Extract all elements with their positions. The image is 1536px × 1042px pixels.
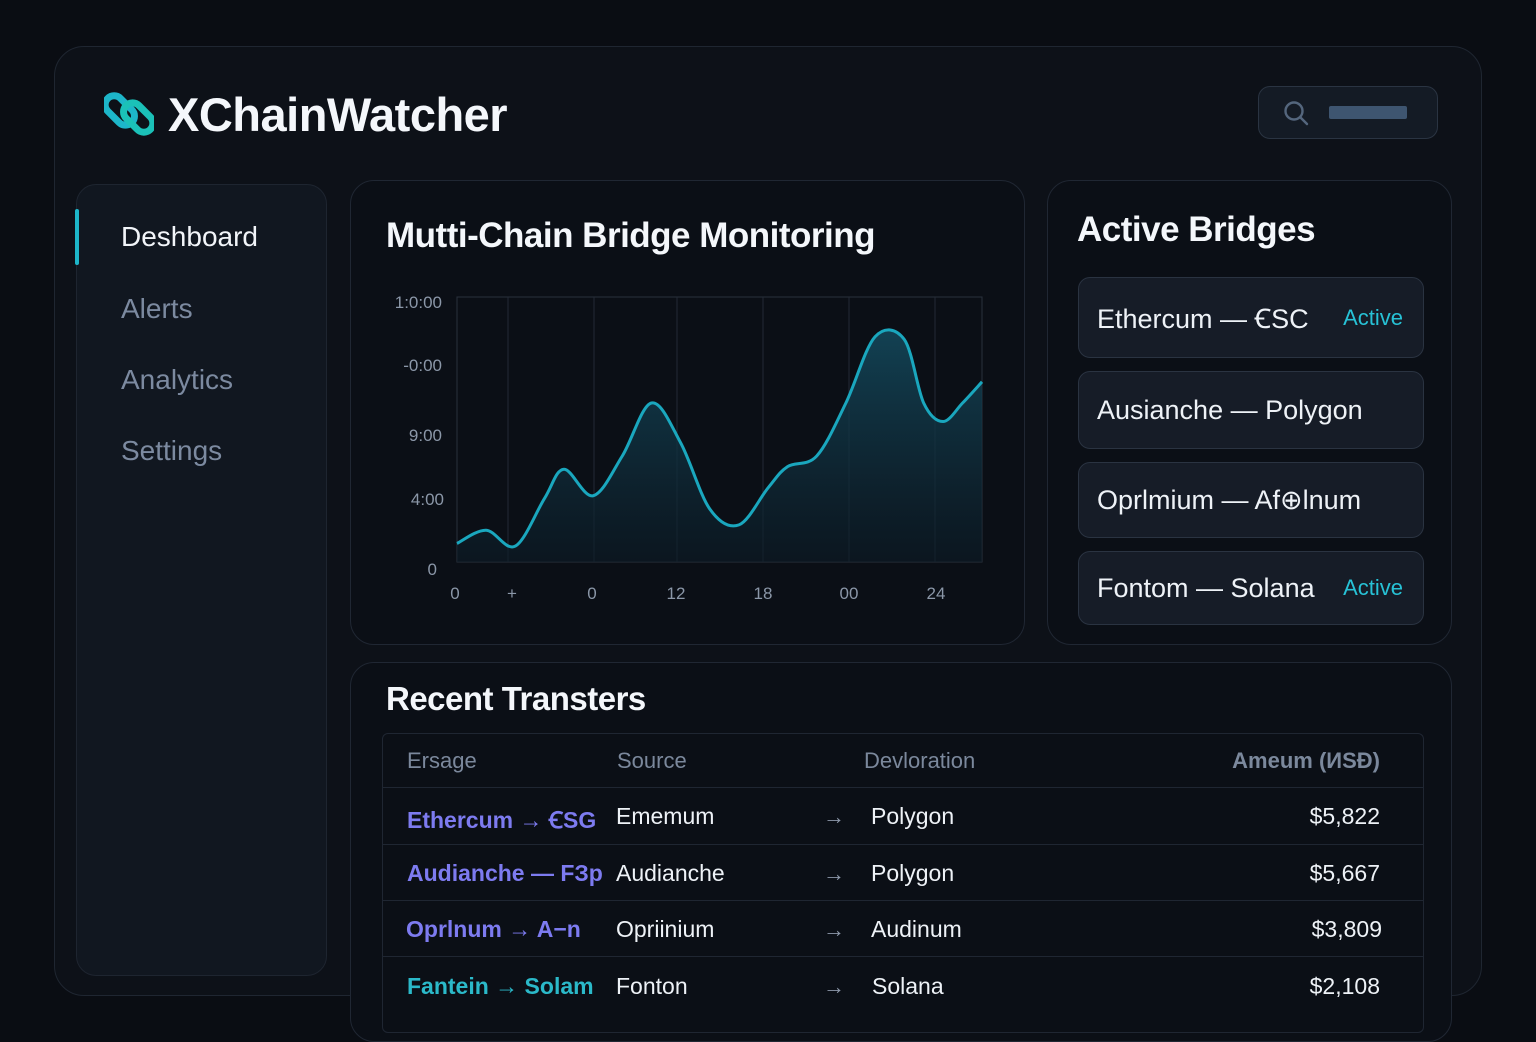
- column-header-amount[interactable]: Ameum (ИЅĐ): [1232, 748, 1380, 773]
- transfer-pair[interactable]: Audianche — FЗp: [407, 860, 603, 886]
- search-box[interactable]: [1258, 86, 1438, 139]
- search-input-placeholder[interactable]: [1329, 106, 1407, 119]
- bridge-name: Ausianche — Polygon: [1097, 394, 1363, 425]
- arrow-right-icon: →: [823, 804, 845, 829]
- sidebar-item-alerts[interactable]: Alerts: [76, 281, 326, 337]
- active-bridges-title: Active Bridges: [1077, 210, 1316, 249]
- transfer-source: Ememum: [616, 803, 715, 829]
- transfer-pair[interactable]: Fantein → Solam: [407, 973, 594, 999]
- link-chain-icon: [104, 92, 154, 136]
- brand-logo[interactable]: XChainWatcher: [104, 86, 508, 142]
- transfer-amount: $2,108: [1309, 973, 1380, 999]
- row-divider: [383, 900, 1423, 901]
- bridge-item[interactable]: Fontom — Solana Active: [1078, 551, 1424, 625]
- arrow-right-icon: →: [823, 861, 845, 886]
- arrow-right-icon: →: [823, 974, 845, 999]
- transfer-source: Opriinium: [616, 916, 715, 942]
- app-name: XChainWatcher: [168, 87, 508, 141]
- sidebar-item-label: Analytics: [121, 364, 234, 395]
- sidebar-item-dashboard[interactable]: Deshboard: [75, 209, 326, 265]
- transfer-amount: $3,809: [1311, 916, 1382, 942]
- column-header-source[interactable]: Source: [617, 748, 687, 773]
- recent-transfers-title: Recent Transters: [386, 680, 646, 717]
- transfer-destination: Audinum: [871, 916, 962, 942]
- transfer-amount: $5,822: [1309, 803, 1380, 829]
- search-icon: [1284, 100, 1309, 125]
- sidebar-item-label: Settings: [121, 435, 223, 466]
- sidebar-item-label: Alerts: [121, 293, 193, 324]
- bridge-item[interactable]: Ethercum — ꞒSC Active: [1078, 277, 1424, 358]
- monitoring-title: Mutti-Chain Bridge Monitoring: [386, 216, 876, 255]
- bridge-name: Fontom — Solana: [1097, 572, 1315, 603]
- sidebar-item-settings[interactable]: Settings: [76, 423, 326, 479]
- column-header-pair[interactable]: Ersage: [407, 748, 477, 773]
- recent-transfers-card: [350, 662, 1452, 1042]
- arrow-right-icon: →: [823, 917, 845, 942]
- sidebar-item-analytics[interactable]: Analytics: [76, 352, 326, 408]
- transfer-source: Audianche: [616, 860, 725, 886]
- column-header-destination[interactable]: Devloration: [864, 748, 976, 773]
- bridge-name: Oprlmium — Af⊕lnum: [1097, 484, 1362, 515]
- status-badge: Active: [1343, 304, 1403, 330]
- transfer-amount: $5,667: [1309, 860, 1380, 886]
- row-divider: [383, 787, 1423, 788]
- transfer-pair[interactable]: Oprlnum → A−n: [406, 916, 581, 942]
- sidebar-item-label: Deshboard: [121, 221, 258, 252]
- bridge-name: Ethercum — ꞒSC: [1097, 304, 1309, 334]
- transfer-destination: Solana: [872, 973, 944, 999]
- transfer-source: Fonton: [616, 973, 688, 999]
- bridge-item[interactable]: Ausianche — Polygon: [1078, 371, 1424, 449]
- transfer-pair[interactable]: Ethercum → ꞒSG: [407, 807, 597, 833]
- bridge-item[interactable]: Oprlmium — Af⊕lnum: [1078, 462, 1424, 538]
- status-badge: Active: [1343, 575, 1403, 600]
- sidebar: [76, 184, 327, 976]
- transfer-destination: Polygon: [871, 803, 955, 829]
- row-divider: [383, 956, 1423, 957]
- row-divider: [383, 844, 1423, 845]
- transfer-destination: Polygon: [871, 860, 955, 886]
